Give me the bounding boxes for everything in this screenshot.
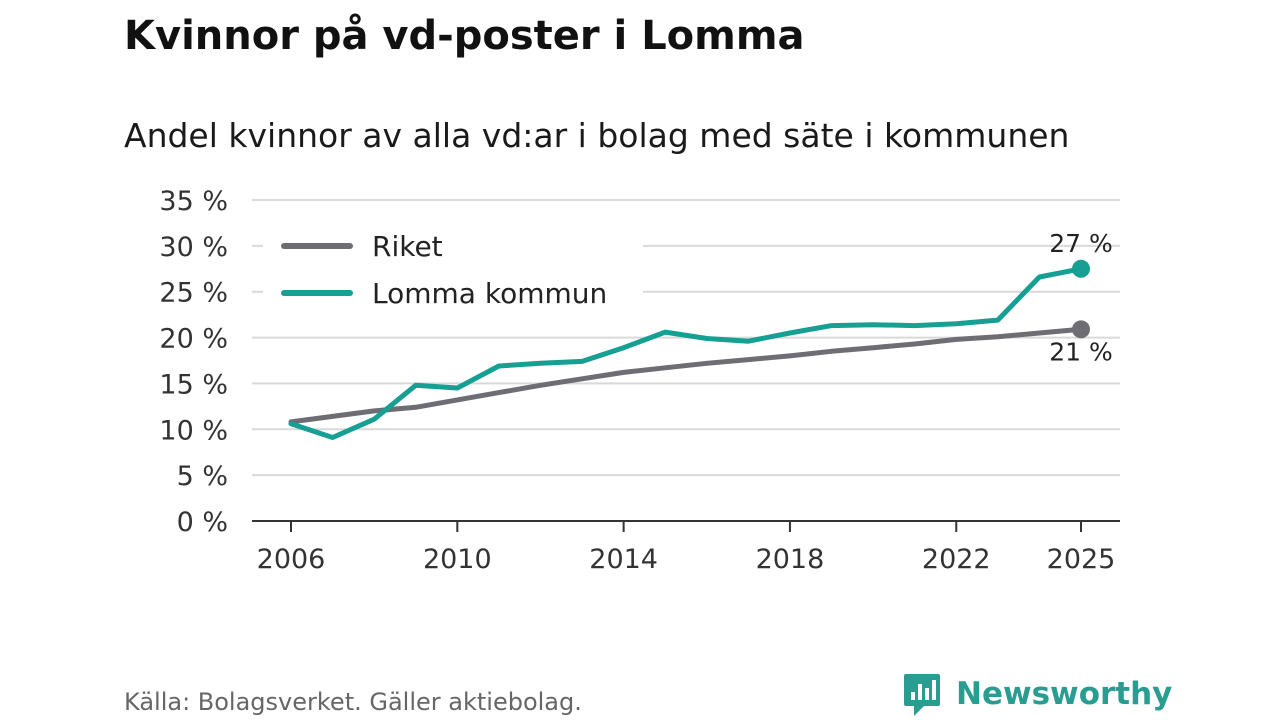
x-tick-label: 2018: [756, 544, 825, 575]
source-note: Källa: Bolagsverket. Gäller aktiebolag.: [124, 688, 582, 716]
x-tick-label: 2014: [589, 544, 658, 575]
chart-subtitle: Andel kvinnor av alla vd:ar i bolag med …: [124, 116, 1070, 155]
y-tick-label: 35 %: [159, 186, 228, 217]
y-tick-label: 20 %: [159, 324, 228, 355]
data-label-riket: 21 %: [1049, 337, 1113, 366]
axes: 0 % 5 % 10 % 15 % 20 % 25 % 30 % 35 % 2006 2010 20…: [159, 186, 1120, 575]
x-tick-label: 2006: [257, 544, 326, 575]
brand-name: Newsworthy: [956, 676, 1173, 712]
series-line-riket: [288, 326, 1084, 425]
y-tick-label: 5 %: [177, 461, 228, 492]
data-labels: 21 % 27 %: [1049, 229, 1113, 367]
series-line-lomma: [288, 266, 1084, 440]
x-tick-label: 2010: [423, 544, 492, 575]
legend: Riket Lomma kommun: [263, 225, 643, 314]
y-tick-label: 15 %: [159, 369, 228, 400]
y-tick-label: 0 %: [177, 507, 228, 538]
data-label-lomma: 27 %: [1049, 229, 1113, 258]
chart-title: Kvinnor på vd-poster i Lomma: [124, 13, 805, 59]
series-end-point-lomma: [1072, 259, 1090, 278]
brand-logo[interactable]: Newsworthy: [902, 670, 1172, 718]
y-tick-label: 25 %: [159, 278, 228, 309]
legend-label-lomma[interactable]: Lomma kommun: [372, 277, 607, 310]
series-lines: [288, 259, 1090, 440]
y-tick-label: 10 %: [159, 415, 228, 446]
legend-label-riket[interactable]: Riket: [372, 230, 443, 263]
series-end-point-riket: [1072, 320, 1090, 339]
line-chart: 0 % 5 % 10 % 15 % 20 % 25 % 30 % 35 % 2006 2010 20…: [159, 186, 1120, 575]
newsworthy-logo-icon: [904, 674, 940, 716]
y-tick-label: 30 %: [159, 232, 228, 263]
x-tick-label: 2025: [1047, 544, 1116, 575]
x-tick-label: 2022: [922, 544, 991, 575]
